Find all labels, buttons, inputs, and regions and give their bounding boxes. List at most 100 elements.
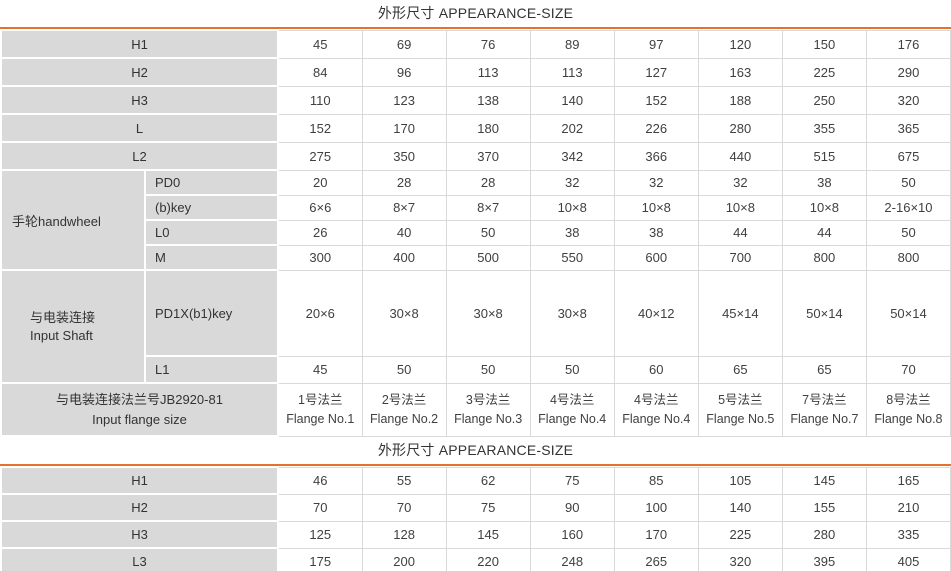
value-cell: 110 xyxy=(277,85,363,115)
table-row: 手轮handwheel PD0 20 28 28 32 32 32 38 50 xyxy=(0,169,951,271)
value-cell: 46 xyxy=(277,466,363,495)
value-cell: 320 xyxy=(865,85,951,115)
flange-cell-en: Flange No.5 xyxy=(706,411,775,426)
value-cell: 38 xyxy=(613,219,699,246)
value-cell: 280 xyxy=(697,113,783,143)
value-cell: 70 xyxy=(865,355,951,384)
value-cell: 400 xyxy=(361,244,447,271)
value-cell: 405 xyxy=(865,547,951,571)
value-cell: 150 xyxy=(781,29,867,59)
row-label: L2 xyxy=(0,141,279,171)
value-cell: 50 xyxy=(865,219,951,246)
table2-accent-rule xyxy=(0,464,951,466)
value-cell: 155 xyxy=(781,493,867,522)
group-label-cn: 与电装连接 xyxy=(30,309,96,325)
table1-title: 外形尺寸 APPEARANCE-SIZE xyxy=(377,5,574,21)
value-cell: 105 xyxy=(697,466,783,495)
value-cell: 32 xyxy=(697,169,783,196)
value-cell: 10×8 xyxy=(613,194,699,221)
flange-cell: 4号法兰 Flange No.4 xyxy=(529,382,615,437)
flange-cell-cn: 4号法兰 xyxy=(549,393,595,408)
sub-label: (b)key xyxy=(144,194,279,221)
row-label: H1 xyxy=(0,29,279,59)
value-cell: 145 xyxy=(445,520,531,549)
group-label-input-shaft: 与电装连接 Input Shaft xyxy=(0,269,146,384)
value-cell: 163 xyxy=(697,57,783,87)
value-cell: 128 xyxy=(361,520,447,549)
value-cell: 10×8 xyxy=(697,194,783,221)
value-cell: 366 xyxy=(613,141,699,171)
value-cell: 84 xyxy=(277,57,363,87)
value-cell: 40×12 xyxy=(613,269,699,357)
value-cell: 280 xyxy=(781,520,867,549)
value-cell: 188 xyxy=(697,85,783,115)
value-cell: 30×8 xyxy=(529,269,615,357)
row-label: H3 xyxy=(0,520,279,549)
value-cell: 265 xyxy=(613,547,699,571)
sub-label: PD1X(b1)key xyxy=(144,269,279,357)
value-cell: 320 xyxy=(697,547,783,571)
table-row: H1 46 55 62 75 85 105 145 165 xyxy=(0,466,951,495)
value-cell: 290 xyxy=(865,57,951,87)
value-cell: 515 xyxy=(781,141,867,171)
value-cell: 550 xyxy=(529,244,615,271)
row-label: L3 xyxy=(0,547,279,571)
value-cell: 10×8 xyxy=(781,194,867,221)
table-row: H2 70 70 75 90 100 140 155 210 xyxy=(0,493,951,522)
flange-cell-en: Flange No.3 xyxy=(454,411,523,426)
value-cell: 85 xyxy=(613,466,699,495)
table-row: L2 275 350 370 342 366 440 515 675 xyxy=(0,141,951,171)
value-cell: 26 xyxy=(277,219,363,246)
table-row: L3 175 200 220 248 265 320 395 405 xyxy=(0,547,951,571)
table-row: M 300 400 500 550 600 700 800 800 xyxy=(1,244,951,271)
flange-cell-cn: 5号法兰 xyxy=(718,393,763,408)
group-label-en: Input Shaft xyxy=(30,327,93,343)
value-cell: 38 xyxy=(529,219,615,246)
value-cell: 100 xyxy=(613,493,699,522)
value-cell: 50 xyxy=(445,219,531,246)
flange-cell-en: Flange No.4 xyxy=(622,411,691,426)
value-cell: 160 xyxy=(529,520,615,549)
flange-cell-en: Flange No.8 xyxy=(874,411,943,426)
table-row: 与电装连接法兰号JB2920-81 Input flange size 1号法兰 Fl… xyxy=(0,382,951,437)
flange-cell: 4号法兰 Flange No.4 xyxy=(613,382,699,437)
value-cell: 300 xyxy=(277,244,363,271)
sub-label: L1 xyxy=(144,355,279,384)
value-cell: 225 xyxy=(781,57,867,87)
value-cell: 125 xyxy=(277,520,363,549)
value-cell: 220 xyxy=(445,547,531,571)
value-cell: 50 xyxy=(529,355,615,384)
value-cell: 55 xyxy=(361,466,447,495)
value-cell: 20 xyxy=(277,169,363,196)
value-cell: 250 xyxy=(781,85,867,115)
table-row: L 152 170 180 202 226 280 355 365 xyxy=(0,113,951,143)
value-cell: 210 xyxy=(865,493,951,522)
sub-label: M xyxy=(144,244,279,271)
value-cell: 62 xyxy=(445,466,531,495)
value-cell: 50×14 xyxy=(865,269,951,357)
value-cell: 355 xyxy=(781,113,867,143)
value-cell: 50 xyxy=(361,355,447,384)
row-label: H3 xyxy=(0,85,279,115)
flange-cell: 3号法兰 Flange No.3 xyxy=(445,382,531,437)
value-cell: 20×6 xyxy=(277,269,363,357)
value-cell: 123 xyxy=(361,85,447,115)
table1-accent-rule xyxy=(0,27,951,29)
flange-cell: 2号法兰 Flange No.2 xyxy=(361,382,447,437)
row-label: H2 xyxy=(0,57,279,87)
value-cell: 113 xyxy=(529,57,615,87)
value-cell: 75 xyxy=(529,466,615,495)
table-row: H1 45 69 76 89 97 120 150 176 xyxy=(0,29,951,59)
flange-cell-en: Flange No.2 xyxy=(370,411,439,426)
value-cell: 395 xyxy=(781,547,867,571)
flange-cell-cn: 1号法兰 xyxy=(298,393,343,408)
table-row: (b)key 6×6 8×7 8×7 10×8 10×8 10×8 10×8 2-16×10 xyxy=(1,194,951,221)
table-row: L0 26 40 50 38 38 44 44 50 xyxy=(1,219,951,246)
value-cell: 70 xyxy=(361,493,447,522)
flange-cell-cn: 8号法兰 xyxy=(886,393,931,408)
value-cell: 140 xyxy=(529,85,615,115)
value-cell: 175 xyxy=(277,547,363,571)
flange-cell-en: Flange No.1 xyxy=(286,411,355,426)
value-cell: 342 xyxy=(529,141,615,171)
